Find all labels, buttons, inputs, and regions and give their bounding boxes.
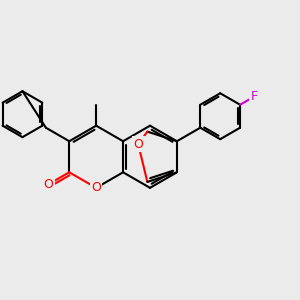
Text: O: O — [91, 181, 101, 194]
Text: O: O — [133, 138, 143, 151]
Text: O: O — [43, 178, 53, 191]
Text: F: F — [250, 90, 258, 103]
